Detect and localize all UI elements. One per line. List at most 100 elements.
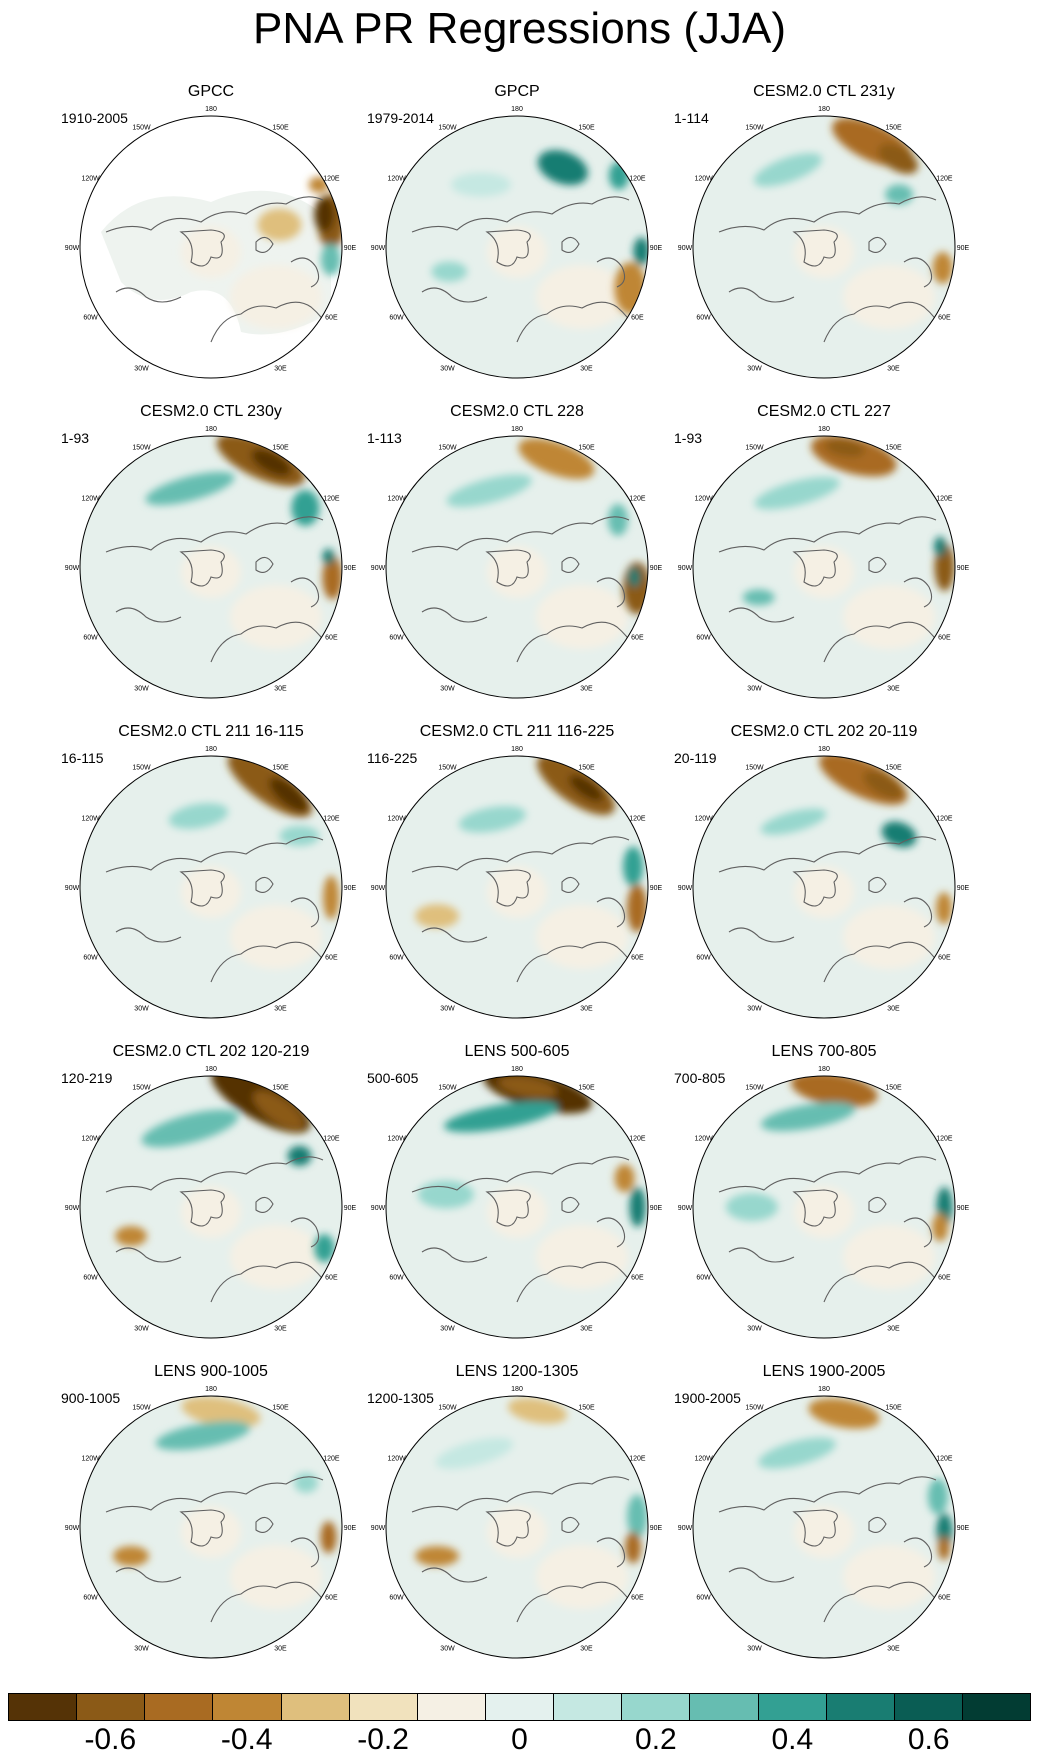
longitude-label: 120E <box>936 496 953 503</box>
panel-title: GPCP <box>494 83 540 100</box>
longitude-label: 150W <box>438 765 457 772</box>
longitude-label: 120W <box>387 176 406 183</box>
longitude-label: 120W <box>387 1136 406 1143</box>
panel-period: 20-119 <box>674 750 717 766</box>
longitude-label: 150E <box>885 1085 902 1092</box>
map-panel: 180150E120E90E60E30E030W60W90W120W150WLE… <box>674 1362 974 1662</box>
polar-map: 180150E120E90E60E30E030W60W90W120W150W <box>371 746 663 1019</box>
longitude-label: 90E <box>344 1525 357 1532</box>
polar-map: 180150E120E90E60E30E030W60W90W120W150W <box>678 746 970 1019</box>
longitude-label: 30E <box>887 685 900 692</box>
longitude-label: 150E <box>578 125 595 132</box>
longitude-label: 30W <box>134 1325 149 1332</box>
panel-period: 1-113 <box>367 430 402 446</box>
longitude-label: 60W <box>83 955 98 962</box>
longitude-label: 120W <box>81 1456 100 1463</box>
longitude-label: 150W <box>438 125 457 132</box>
longitude-label: 30E <box>887 1645 900 1652</box>
longitude-label: 90E <box>344 885 357 892</box>
longitude-label: 120E <box>323 1136 340 1143</box>
longitude-label: 120W <box>387 1456 406 1463</box>
colorbar-tick-label: 0.4 <box>771 1723 814 1756</box>
map-panel: 180150E120E90E60E30E030W60W90W120W150WLE… <box>367 1042 667 1342</box>
longitude-label: 30W <box>440 1005 455 1012</box>
longitude-label: 90E <box>957 565 970 572</box>
longitude-label: 60E <box>631 1595 644 1602</box>
colorbar-tick-label: 0.2 <box>635 1723 677 1756</box>
longitude-label: 180 <box>818 1386 830 1393</box>
map-panel: 180150E120E90E60E30E030W60W90W120W150WLE… <box>674 1042 974 1342</box>
longitude-label: 120E <box>629 816 646 823</box>
longitude-label: 60W <box>389 955 404 962</box>
longitude-label: 60E <box>631 315 644 322</box>
map-panel: 180150E120E90E60E30E030W60W90W120W150WCE… <box>61 402 361 702</box>
longitude-label: 60E <box>631 635 644 642</box>
colorbar-swatch <box>554 1694 623 1720</box>
longitude-label: 120W <box>387 496 406 503</box>
longitude-label: 90E <box>650 1525 663 1532</box>
longitude-label: 150E <box>885 125 902 132</box>
longitude-label: 150W <box>438 1085 457 1092</box>
longitude-label: 90W <box>371 885 386 892</box>
colorbar-swatch <box>213 1694 282 1720</box>
colorbar-swatch <box>894 1694 963 1720</box>
longitude-label: 60E <box>631 955 644 962</box>
longitude-label: 180 <box>511 106 523 113</box>
polar-map: 180150E120E90E60E30E030W60W90W120W150W <box>678 106 970 379</box>
longitude-label: 60E <box>325 1595 338 1602</box>
longitude-label: 60E <box>325 1275 338 1282</box>
polar-map: 180150E120E90E60E30E030W60W90W120W150W <box>678 426 970 699</box>
panel-period: 1979-2014 <box>367 110 434 126</box>
longitude-label: 90E <box>957 1525 970 1532</box>
panel-title: CESM2.0 CTL 211 116-225 <box>419 723 615 740</box>
colorbar-swatch <box>417 1694 486 1720</box>
longitude-label: 120E <box>936 816 953 823</box>
map-panel: 180150E120E90E60E30E030W60W90W120W150WCE… <box>367 402 667 702</box>
longitude-label: 90E <box>957 1205 970 1212</box>
longitude-label: 30E <box>580 1645 593 1652</box>
colorbar-swatch <box>485 1694 555 1720</box>
longitude-label: 150W <box>438 445 457 452</box>
longitude-label: 30E <box>274 1645 287 1652</box>
longitude-label: 180 <box>818 426 830 433</box>
longitude-label: 90E <box>650 1205 663 1212</box>
longitude-label: 30E <box>580 365 593 372</box>
longitude-label: 60W <box>83 635 98 642</box>
map-panel: 180150E120E90E60E30E030W60W90W120W150WCE… <box>367 722 667 1022</box>
longitude-label: 120W <box>694 1456 713 1463</box>
longitude-label: 60E <box>938 1275 951 1282</box>
longitude-label: 90W <box>65 885 80 892</box>
panel-title: CESM2.0 CTL 202 20-119 <box>730 723 918 740</box>
longitude-label: 30E <box>274 1005 287 1012</box>
longitude-label: 30E <box>274 1325 287 1332</box>
longitude-label: 60E <box>631 1275 644 1282</box>
longitude-label: 30E <box>274 685 287 692</box>
longitude-label: 90E <box>650 245 663 252</box>
longitude-label: 90W <box>371 1525 386 1532</box>
longitude-label: 90W <box>65 1525 80 1532</box>
colorbar-swatch <box>758 1694 827 1720</box>
panel-title: LENS 1200-1305 <box>455 1363 579 1380</box>
panel-title: CESM2.0 CTL 231y <box>753 83 895 100</box>
polar-map: 180150E120E90E60E30E030W60W90W120W150W <box>678 1386 970 1659</box>
colorbar-tick-label: -0.6 <box>84 1723 137 1756</box>
longitude-label: 60W <box>696 955 711 962</box>
longitude-label: 90E <box>957 245 970 252</box>
map-panel: 180150E120E90E60E30E030W60W90W120W150WLE… <box>367 1362 667 1662</box>
longitude-label: 120W <box>81 816 100 823</box>
longitude-label: 180 <box>205 426 217 433</box>
longitude-label: 30W <box>747 365 762 372</box>
longitude-label: 150W <box>745 445 764 452</box>
longitude-label: 30E <box>274 365 287 372</box>
longitude-label: 150E <box>885 445 902 452</box>
colorbar-tick-label: 0.6 <box>907 1723 950 1756</box>
longitude-label: 30W <box>440 1645 455 1652</box>
longitude-label: 120W <box>694 176 713 183</box>
longitude-label: 60E <box>938 315 951 322</box>
polar-map: 180150E120E90E60E30E030W60W90W120W150W <box>65 1386 357 1659</box>
longitude-label: 90W <box>65 1205 80 1212</box>
colorbar-swatch <box>9 1694 78 1720</box>
panel-period: 16-115 <box>61 750 104 766</box>
longitude-label: 60E <box>938 635 951 642</box>
polar-map: 180150E120E90E60E30E030W60W90W120W150W <box>65 106 357 379</box>
